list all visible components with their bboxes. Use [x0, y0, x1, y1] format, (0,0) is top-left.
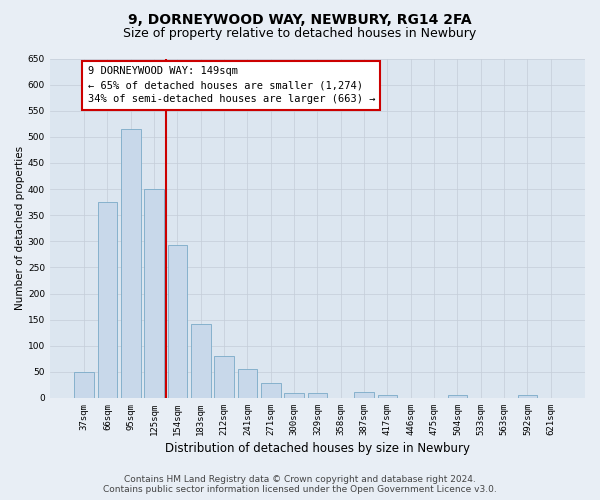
- Bar: [98, 202, 118, 398]
- Bar: [448, 396, 467, 398]
- Y-axis label: Number of detached properties: Number of detached properties: [15, 146, 25, 310]
- Text: 9 DORNEYWOOD WAY: 149sqm
← 65% of detached houses are smaller (1,274)
34% of sem: 9 DORNEYWOOD WAY: 149sqm ← 65% of detach…: [88, 66, 375, 104]
- Bar: [214, 356, 234, 398]
- Bar: [144, 189, 164, 398]
- Bar: [121, 129, 141, 398]
- Bar: [167, 245, 187, 398]
- Text: Contains HM Land Registry data © Crown copyright and database right 2024.
Contai: Contains HM Land Registry data © Crown c…: [103, 474, 497, 494]
- Text: Size of property relative to detached houses in Newbury: Size of property relative to detached ho…: [124, 28, 476, 40]
- Bar: [74, 372, 94, 398]
- X-axis label: Distribution of detached houses by size in Newbury: Distribution of detached houses by size …: [165, 442, 470, 455]
- Bar: [261, 384, 281, 398]
- Bar: [284, 392, 304, 398]
- Bar: [238, 369, 257, 398]
- Bar: [377, 396, 397, 398]
- Bar: [354, 392, 374, 398]
- Bar: [518, 396, 538, 398]
- Bar: [191, 324, 211, 398]
- Bar: [308, 392, 328, 398]
- Text: 9, DORNEYWOOD WAY, NEWBURY, RG14 2FA: 9, DORNEYWOOD WAY, NEWBURY, RG14 2FA: [128, 12, 472, 26]
